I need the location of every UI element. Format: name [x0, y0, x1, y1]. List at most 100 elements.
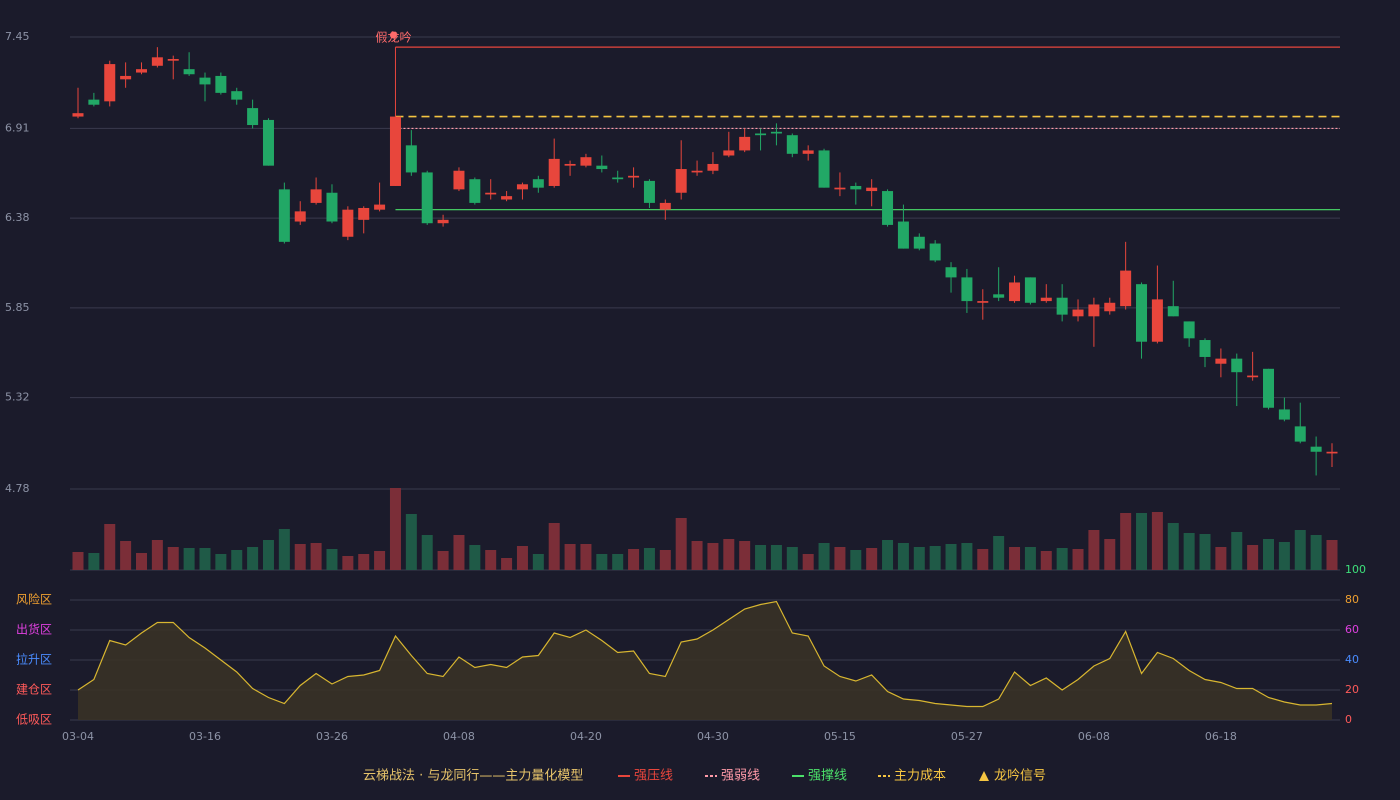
volume-bar — [453, 535, 465, 570]
volume-bar — [1310, 535, 1322, 570]
volume-bar — [755, 545, 767, 570]
candle-body — [310, 189, 322, 203]
x-tick-label: 03-16 — [189, 730, 221, 743]
volume-bar — [120, 541, 132, 570]
volume-bar — [1040, 551, 1052, 570]
volume-bar — [532, 554, 544, 570]
candle-body — [88, 99, 100, 105]
volume-bar — [993, 536, 1005, 570]
volume-bar — [231, 550, 243, 570]
volume-bar — [675, 518, 687, 570]
volume-bar — [1088, 530, 1100, 570]
volume-bar — [612, 554, 624, 570]
volume-bar — [1024, 547, 1036, 570]
volume-bar — [215, 554, 227, 570]
candle-body — [1215, 358, 1227, 364]
candle-body — [675, 169, 687, 193]
volume-bar — [294, 544, 306, 570]
x-tick-label: 03-04 — [62, 730, 94, 743]
volume-bar — [1215, 547, 1227, 570]
volume-bar — [834, 547, 846, 570]
x-tick-label: 06-18 — [1205, 730, 1237, 743]
candle-body — [183, 69, 195, 75]
volume-bar — [580, 544, 592, 570]
x-tick-label: 05-15 — [824, 730, 856, 743]
volume-bar — [342, 556, 354, 570]
candle-body — [628, 175, 640, 178]
candle-body — [135, 69, 147, 73]
volume-bar — [1231, 532, 1243, 570]
volume-bar — [1136, 513, 1148, 570]
volume-bar — [961, 543, 973, 570]
candle-body — [564, 163, 576, 166]
candle-body — [247, 108, 259, 126]
x-tick-label: 05-27 — [951, 730, 983, 743]
y-tick-label: 6.91 — [5, 121, 30, 134]
candle-body — [294, 211, 306, 222]
candle-body — [612, 177, 624, 180]
volume-bar — [247, 547, 259, 570]
volume-bar — [866, 548, 878, 570]
candle-body — [723, 150, 735, 156]
indicator-line — [77, 600, 1333, 708]
candle-body — [850, 185, 862, 190]
candle-body — [739, 136, 751, 151]
y-tick-label: 6.38 — [5, 211, 30, 224]
volume-bar — [1072, 549, 1084, 570]
candle-body — [1247, 375, 1259, 378]
candle-body — [437, 219, 449, 224]
candle-body — [1024, 277, 1036, 303]
candle-body — [818, 150, 830, 188]
volume-bar — [977, 549, 989, 570]
candle-body — [945, 267, 957, 278]
candle-body — [659, 202, 671, 210]
y2-tick-label: 0 — [1345, 713, 1352, 726]
volume-bar — [262, 540, 274, 570]
y-tick-label: 4.78 — [5, 482, 30, 495]
x-tick-label: 03-26 — [316, 730, 348, 743]
candle-body — [262, 119, 274, 166]
legend-label: 龙吟信号 — [994, 768, 1046, 784]
volume-bar — [151, 540, 163, 570]
candle-body — [1136, 284, 1148, 342]
volume-bar — [167, 547, 179, 570]
candle-body — [532, 179, 544, 188]
volume-bar — [199, 548, 211, 570]
candle-body — [358, 207, 370, 220]
candle-body — [834, 187, 846, 190]
volume-bar — [1056, 548, 1068, 570]
candle-body — [882, 191, 894, 225]
legend-label: 强弱线 — [721, 769, 760, 784]
candle-body — [231, 91, 243, 100]
volume-bar — [485, 550, 497, 570]
volume-bar — [596, 554, 608, 570]
legend-swatch — [979, 771, 989, 781]
candle-body — [374, 204, 386, 210]
candle-body — [643, 180, 655, 203]
candle-body — [199, 77, 211, 85]
y2-tick-label: 60 — [1345, 623, 1359, 636]
candle-body — [977, 301, 989, 303]
candle-body — [501, 196, 513, 200]
volume-bar — [929, 546, 941, 570]
zone-label: 低吸区 — [16, 713, 52, 727]
candle-body — [596, 165, 608, 170]
candle-body — [993, 294, 1005, 298]
y2-tick-label: 40 — [1345, 653, 1359, 666]
volume-bar — [374, 551, 386, 570]
candle-body — [691, 170, 703, 173]
volume-bar — [88, 553, 100, 570]
candle-body — [453, 170, 465, 190]
volume-bar — [469, 545, 481, 570]
indicator-area — [78, 601, 1332, 720]
volume-bar — [1009, 547, 1021, 570]
volume-bar — [628, 549, 640, 570]
legend-label: 强撑线 — [808, 769, 847, 784]
candle-body — [516, 184, 528, 190]
legend-label: 主力成本 — [894, 769, 946, 784]
candle-body — [786, 135, 798, 154]
volume-bar — [501, 558, 513, 570]
volume-bar — [913, 547, 925, 570]
volume-bar — [691, 541, 703, 570]
